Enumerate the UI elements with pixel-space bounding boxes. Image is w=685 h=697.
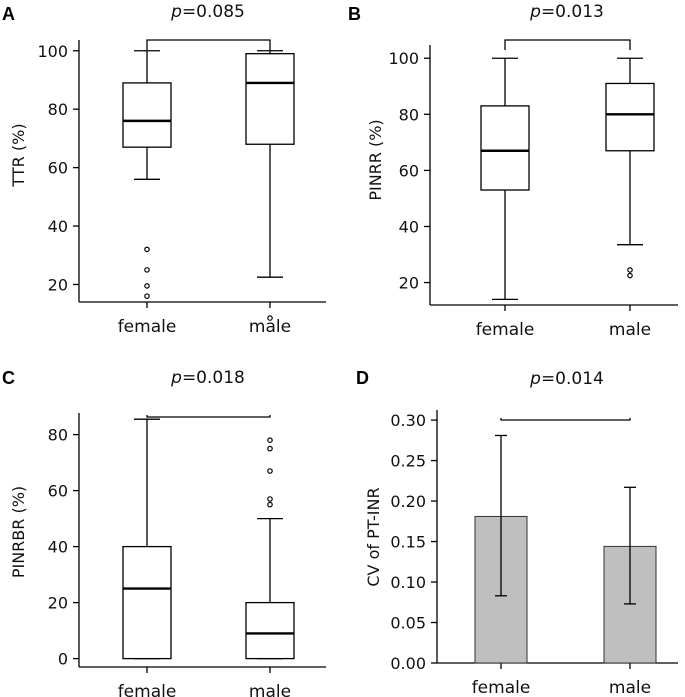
panel-b-y-tick-label-0: 20 — [399, 274, 419, 293]
panel-a-ylabel: TTR (%) — [9, 123, 28, 187]
panel-b-ylabel: PINRR (%) — [366, 119, 385, 200]
panel-b-p-value: =0.013 — [541, 2, 604, 22]
panel-b-male-outlier-0 — [627, 267, 633, 273]
panel-d-y-tick-label-5: 0.25 — [390, 452, 426, 471]
panel-c-p-symbol: p — [170, 368, 182, 388]
panel-c-x-tick-label-female: female — [118, 682, 177, 697]
panel-a-x-tick-label-female: female — [118, 317, 177, 337]
panel-a-male-outlier-0 — [267, 315, 273, 321]
panel-c: C PINRBR (%) p=0.018 0 20 40 60 80 female male — [2, 368, 326, 697]
panel-b-pvalue: p=0.013 — [529, 2, 604, 22]
panel-a-x-tick-label-male: male — [249, 317, 291, 337]
panel-b-y-tick-label-4: 100 — [388, 49, 419, 68]
panel-b-female-box — [480, 105, 530, 191]
panel-c-male-outlier-3 — [267, 496, 273, 502]
panel-c-y-tick-label-3: 60 — [48, 482, 68, 501]
panel-d-y-tick-label-0: 0.00 — [390, 654, 426, 673]
panel-b-p-symbol: p — [529, 2, 541, 22]
panel-c-x-tick-label-male: male — [249, 682, 291, 697]
panel-c-y-tick-label-0: 0 — [58, 650, 68, 669]
panel-b-male-box — [605, 82, 655, 152]
panel-b: B PINRR (%) p=0.013 20 40 60 80 100 female mal… — [348, 2, 678, 340]
panel-d-x-tick-label-female: female — [472, 678, 531, 697]
panel-a-female-box — [122, 82, 172, 148]
panel-b-letter: B — [348, 4, 361, 24]
panel-a: A TTR (%) p=0.085 20 40 60 80 100 female male — [2, 2, 326, 337]
panel-c-letter: C — [2, 368, 15, 388]
panel-d-p-value: =0.014 — [541, 369, 604, 389]
panel-d-y-tick-label-3: 0.15 — [390, 533, 426, 552]
panel-a-pvalue: p=0.085 — [170, 2, 245, 22]
panel-c-male-outlier-0 — [267, 437, 273, 444]
panel-b-significance-bracket — [504, 39, 631, 50]
panel-c-female-box — [122, 545, 172, 660]
panel-a-female-outlier-0 — [144, 246, 150, 253]
panel-a-male-box — [245, 53, 295, 145]
panel-c-male-outlier-2 — [267, 468, 273, 474]
panel-c-pvalue: p=0.018 — [170, 368, 245, 388]
panel-a-y-tick-label-1: 40 — [48, 217, 68, 236]
panel-b-male-outlier-1 — [627, 272, 633, 279]
panel-c-male-outlier-4 — [267, 501, 273, 508]
panel-a-y-tick-label-0: 20 — [48, 275, 68, 294]
panel-d-y-tick-label-2: 0.10 — [390, 573, 426, 592]
panel-a-female-outlier-2 — [144, 283, 150, 289]
panel-c-significance-bracket — [146, 415, 271, 418]
panel-c-ylabel: PINRBR (%) — [9, 486, 28, 578]
panel-c-male-box — [245, 601, 295, 660]
panel-d-p-symbol: p — [529, 369, 541, 389]
panel-a-y-tick-label-3: 80 — [48, 100, 68, 119]
panel-a-y-tick-label-2: 60 — [48, 159, 68, 178]
panel-a-significance-bracket — [146, 39, 271, 50]
panel-c-male-outlier-1 — [267, 445, 273, 452]
panel-a-letter: A — [2, 4, 15, 24]
panel-d-x-tick-label-male: male — [609, 678, 651, 697]
panel-d-letter: D — [356, 368, 369, 388]
panel-c-y-tick-label-4: 80 — [48, 426, 68, 445]
panel-d-y-tick-label-4: 0.20 — [390, 492, 426, 511]
panel-c-y-tick-label-2: 40 — [48, 538, 68, 557]
panel-d-significance-bracket — [500, 418, 631, 421]
panel-d: D CV of PT-INR p=0.014 0.00 0.05 0.10 0.15 0… — [356, 368, 678, 697]
panel-b-x-tick-label-female: female — [476, 320, 535, 340]
panel-b-y-tick-label-1: 40 — [399, 217, 419, 236]
panel-a-y-tick-label-4: 100 — [37, 42, 68, 61]
panel-a-female-outlier-3 — [144, 293, 150, 299]
panel-a-p-value: =0.085 — [182, 2, 245, 22]
panel-b-x-tick-label-male: male — [609, 320, 651, 340]
panel-d-ylabel: CV of PT-INR — [364, 487, 383, 586]
panel-d-y-tick-label-6: 0.30 — [390, 411, 426, 430]
panel-a-p-symbol: p — [170, 2, 182, 22]
panel-a-female-outlier-1 — [144, 267, 150, 273]
panel-b-y-tick-label-3: 80 — [399, 105, 419, 124]
panel-b-y-tick-label-2: 60 — [399, 161, 419, 180]
panel-d-pvalue: p=0.014 — [529, 369, 604, 389]
panel-c-p-value: =0.018 — [182, 368, 245, 388]
panel-c-y-tick-label-1: 20 — [48, 594, 68, 613]
panel-d-y-tick-label-1: 0.05 — [390, 614, 426, 633]
